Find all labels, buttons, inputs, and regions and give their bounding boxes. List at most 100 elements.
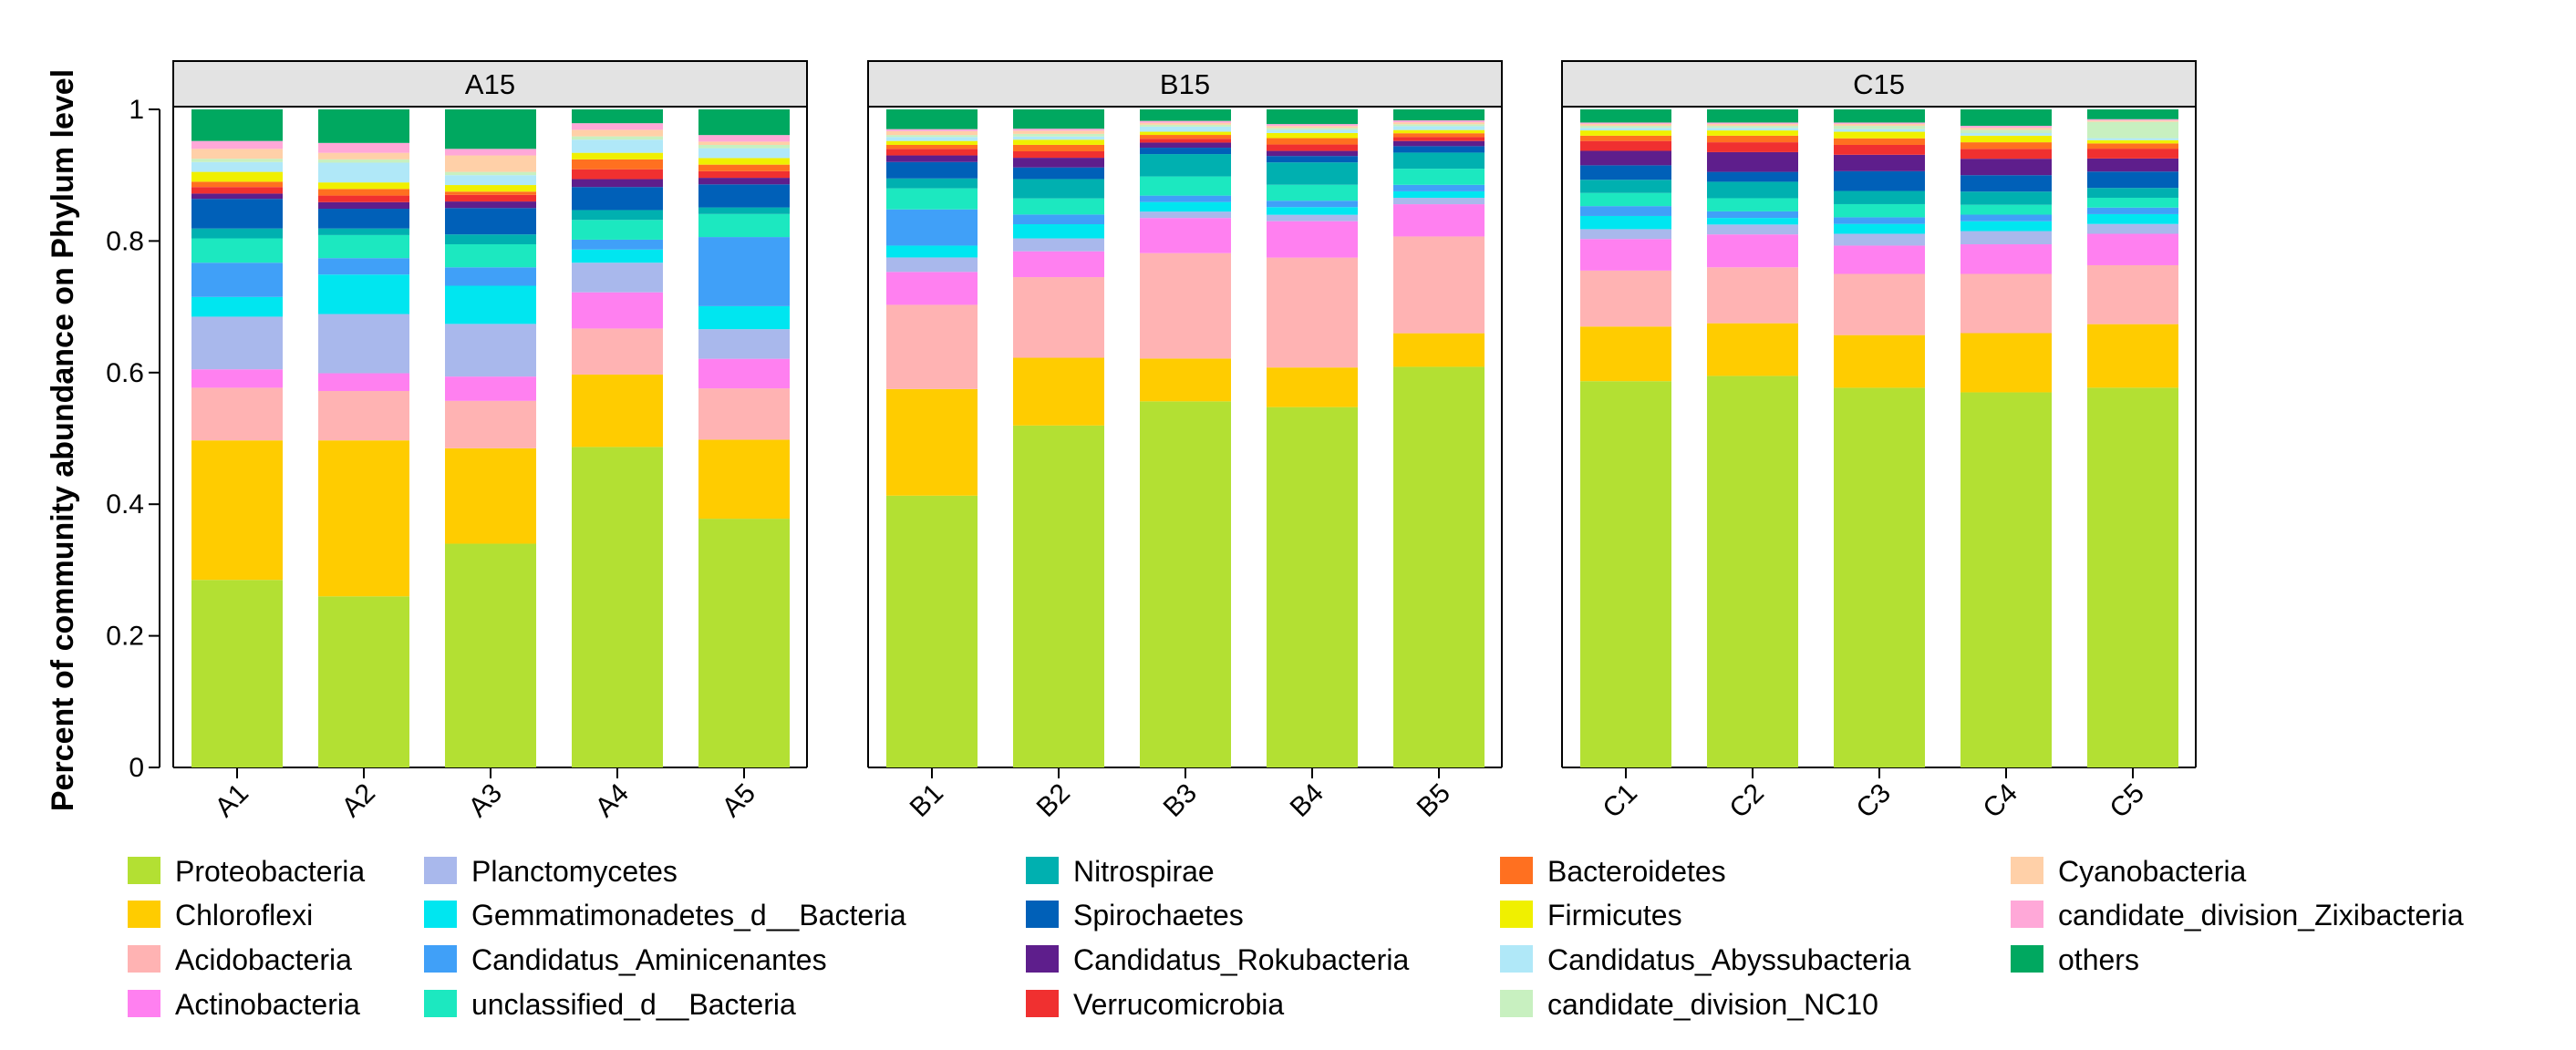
bar-segment-chloroflexi	[1960, 333, 2052, 393]
bar-segment-nitrospirae	[191, 228, 283, 239]
bar-segment-planctomycetes	[572, 262, 663, 293]
bar-segment-planctomycetes	[2087, 223, 2178, 234]
panel-strip-label: C15	[1853, 68, 1905, 100]
bar-segment-others	[1580, 109, 1671, 123]
legend-label: Planctomycetes	[471, 855, 678, 888]
bar-segment-nitrospirae	[318, 228, 409, 235]
bar-segment-spirochaetes	[2087, 171, 2178, 189]
bar-segment-nitrospirae	[1013, 179, 1104, 199]
bar-segment-cyanobacteria	[318, 152, 409, 160]
bar-segment-firmicutes	[572, 152, 663, 160]
legend-swatch	[2011, 901, 2043, 928]
bar-segment-verrucomicrobia	[886, 149, 978, 156]
legend-label: unclassified_d__Bacteria	[471, 988, 796, 1021]
bar-segment-cyanobacteria	[1013, 130, 1104, 134]
bar-segment-verrucomicrobia	[1834, 144, 1925, 155]
bar-segment-unclassified_d__bacteria	[886, 188, 978, 210]
bar-segment-proteobacteria	[318, 596, 409, 767]
bar-segment-candidatus_rokubacteria	[1267, 150, 1358, 157]
bar-segment-candidate_division_zixibacteria	[1580, 122, 1671, 124]
bar-segment-acidobacteria	[698, 388, 790, 440]
x-tick-label: B5	[1412, 778, 1456, 823]
bar-segment-candidatus_aminicenantes	[1580, 206, 1671, 216]
legend-swatch	[128, 945, 160, 973]
bar-segment-unclassified_d__bacteria	[1834, 203, 1925, 218]
bar-segment-spirochaetes	[1707, 171, 1798, 182]
bar-segment-actinobacteria	[1140, 218, 1231, 253]
bar-segment-others	[318, 109, 409, 143]
bar-segment-candidate_division_nc10	[1580, 126, 1671, 129]
legend-item: Planctomycetes	[424, 855, 678, 888]
panel-strip-label: B15	[1160, 68, 1210, 100]
bar-segment-acidobacteria	[2087, 264, 2178, 324]
bar-segment-candidate_division_zixibacteria	[1140, 120, 1231, 123]
bar-a2	[318, 109, 409, 767]
panel-strip-label: A15	[465, 68, 515, 100]
bar-segment-verrucomicrobia	[572, 169, 663, 180]
bar-segment-candidatus_abyssubacteria	[445, 175, 536, 186]
bar-segment-spirochaetes	[698, 184, 790, 208]
bar-segment-candidatus_rokubacteria	[191, 193, 283, 200]
bar-segment-chloroflexi	[191, 440, 283, 581]
bar-segment-bacteroidetes	[318, 189, 409, 196]
legend-label: Candidatus_Aminicenantes	[471, 943, 827, 976]
bar-segment-proteobacteria	[698, 519, 790, 767]
legend: Proteobacteria Chloroflexi Acidobacteria Ac…	[128, 855, 2464, 1021]
bar-segment-nitrospirae	[2087, 188, 2178, 198]
bar-segment-cyanobacteria	[1393, 122, 1485, 125]
bar-segment-gemmatimonadetes_d__bacteria	[886, 245, 978, 258]
bar-segment-firmicutes	[1393, 129, 1485, 134]
legend-label: candidate_division_Zixibacteria	[2058, 899, 2464, 932]
bar-segment-candidatus_rokubacteria	[1707, 151, 1798, 172]
bar-segment-chloroflexi	[886, 388, 978, 496]
bar-segment-candidate_division_zixibacteria	[191, 140, 283, 149]
bar-a1	[191, 109, 283, 767]
legend-label: Cyanobacteria	[2058, 855, 2247, 888]
bar-segment-planctomycetes	[1834, 233, 1925, 246]
bar-segment-candidate_division_nc10	[1013, 133, 1104, 137]
bar-segment-cyanobacteria	[1580, 123, 1671, 127]
bar-segment-candidate_division_nc10	[1393, 124, 1485, 127]
bar-segment-chloroflexi	[1707, 323, 1798, 376]
bar-segment-candidatus_abyssubacteria	[191, 161, 283, 172]
bar-segment-unclassified_d__bacteria	[1960, 204, 2052, 215]
bar-segment-acidobacteria	[1707, 267, 1798, 324]
bar-segment-proteobacteria	[445, 543, 536, 767]
bar-segment-candidatus_aminicenantes	[318, 258, 409, 275]
x-tick-label: C3	[1850, 778, 1896, 824]
bar-segment-candidate_division_nc10	[318, 159, 409, 163]
bar-segment-candidatus_abyssubacteria	[318, 162, 409, 183]
bar-c2	[1707, 109, 1798, 767]
x-tick-label: B2	[1031, 778, 1076, 823]
bar-segment-candidatus_abyssubacteria	[1580, 128, 1671, 131]
bar-segment-bacteroidetes	[445, 191, 536, 195]
bar-segment-candidatus_aminicenantes	[1140, 195, 1231, 202]
bar-segment-gemmatimonadetes_d__bacteria	[698, 305, 790, 330]
bar-segment-proteobacteria	[1834, 387, 1925, 767]
bar-segment-firmicutes	[191, 171, 283, 182]
legend-label: Firmicutes	[1547, 899, 1682, 932]
bar-segment-verrucomicrobia	[1707, 142, 1798, 152]
y-tick-label: 0	[129, 753, 144, 783]
x-tick-label: A5	[717, 778, 761, 823]
plot-area: 0 0.2 0.4 0.6 0.8 1 A15 A1 A2 A3 A4 A5 B15 B1 B2 B3 B4 B5…	[106, 60, 2197, 824]
bar-segment-actinobacteria	[1393, 204, 1485, 237]
bar-segment-cyanobacteria	[1834, 123, 1925, 127]
x-tick-label: B3	[1158, 778, 1203, 823]
bar-segment-bacteroidetes	[1960, 142, 2052, 149]
bar-segment-spirochaetes	[886, 161, 978, 179]
bar-segment-others	[1707, 109, 1798, 123]
legend-swatch	[424, 945, 457, 973]
bar-segment-nitrospirae	[1960, 191, 2052, 205]
bar-segment-nitrospirae	[1707, 181, 1798, 199]
legend-item: Candidatus_Aminicenantes	[424, 943, 827, 976]
bar-a4	[572, 109, 663, 767]
bar-segment-candidate_division_zixibacteria	[572, 123, 663, 130]
bar-segment-candidate_division_zixibacteria	[1393, 120, 1485, 123]
bar-segment-candidate_division_zixibacteria	[1013, 129, 1104, 131]
bar-segment-others	[1140, 109, 1231, 121]
legend-swatch	[1026, 945, 1059, 973]
legend-item: Firmicutes	[1500, 899, 1682, 932]
bar-segment-others	[2087, 109, 2178, 119]
bar-segment-proteobacteria	[191, 580, 283, 767]
